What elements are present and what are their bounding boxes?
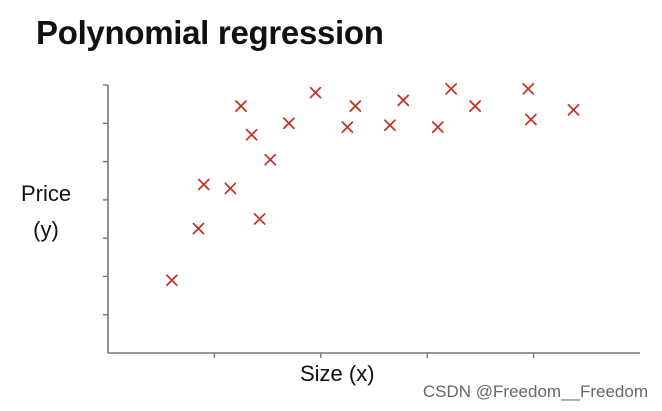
data-point-9 <box>282 117 295 130</box>
data-point-18 <box>522 82 535 95</box>
data-point-4 <box>224 182 237 195</box>
data-point-20 <box>567 103 580 116</box>
data-point-10 <box>309 86 322 99</box>
data-point-16 <box>445 82 458 95</box>
data-point-11 <box>341 121 354 134</box>
data-point-13 <box>384 119 396 132</box>
data-point-19 <box>525 113 537 126</box>
chart-title: Polynomial regression <box>36 14 384 51</box>
data-point-2 <box>192 222 205 235</box>
y-axis-label-line2: (y) <box>33 217 59 242</box>
watermark-text: CSDN @Freedom__Freedom <box>422 382 648 401</box>
y-axis-label-line1: Price <box>20 181 72 206</box>
data-point-7 <box>253 213 266 225</box>
data-point-17 <box>469 100 481 112</box>
data-point-12 <box>349 100 362 112</box>
y-axis-label: Price (y) <box>12 176 80 248</box>
data-point-1 <box>165 274 178 287</box>
x-axis-label: Size (x) <box>300 361 375 386</box>
data-point-6 <box>245 128 258 141</box>
data-point-15 <box>431 121 444 134</box>
data-point-8 <box>264 153 277 166</box>
data-point-5 <box>235 100 247 112</box>
data-point-14 <box>397 94 410 107</box>
data-point-3 <box>197 178 210 191</box>
